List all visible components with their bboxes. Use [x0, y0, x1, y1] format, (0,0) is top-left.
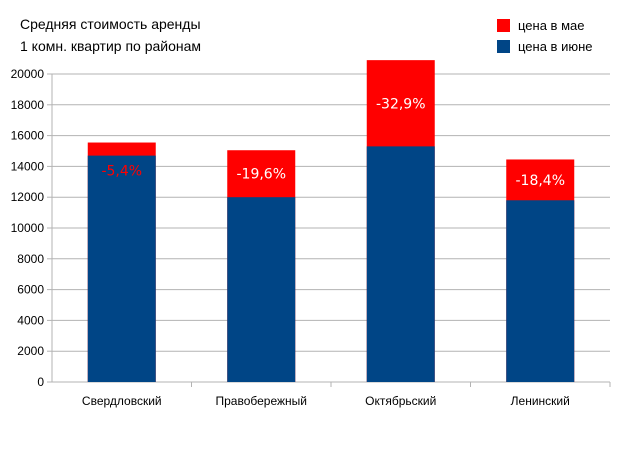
chart-title-line-1: Средняя стоимость аренды — [20, 16, 201, 32]
change-label: -19,6% — [236, 167, 286, 183]
y-tick-label: 6000 — [17, 283, 44, 297]
legend-label-may: цена в мае — [518, 18, 585, 33]
change-label: -32,9% — [376, 96, 426, 112]
bar-june — [506, 200, 575, 382]
legend-label-june: цена в июне — [518, 39, 593, 54]
y-tick-label: 20000 — [11, 67, 45, 81]
legend-swatch-may — [497, 19, 510, 32]
chart-title-line-2: 1 комн. квартир по районам — [20, 38, 202, 54]
y-tick-label: 8000 — [17, 252, 44, 266]
x-tick-label: Октябрьский — [365, 394, 436, 408]
y-tick-label: 12000 — [11, 190, 45, 204]
y-tick-label: 16000 — [11, 129, 45, 143]
x-tick-label: Свердловский — [82, 394, 162, 408]
bar-june — [87, 155, 156, 382]
bar-june — [366, 146, 435, 382]
bar-june — [227, 197, 296, 382]
y-tick-label: 18000 — [11, 98, 45, 112]
change-label: -5,4% — [101, 164, 142, 180]
y-tick-label: 0 — [37, 375, 44, 389]
x-tick-label: Ленинский — [511, 394, 570, 408]
y-tick-label: 2000 — [17, 344, 44, 358]
change-label: -18,4% — [515, 173, 565, 189]
y-tick-label: 4000 — [17, 313, 44, 327]
y-tick-label: 10000 — [11, 221, 45, 235]
x-tick-label: Правобережный — [216, 394, 308, 408]
legend-swatch-june — [497, 40, 510, 53]
y-tick-label: 14000 — [11, 159, 45, 173]
